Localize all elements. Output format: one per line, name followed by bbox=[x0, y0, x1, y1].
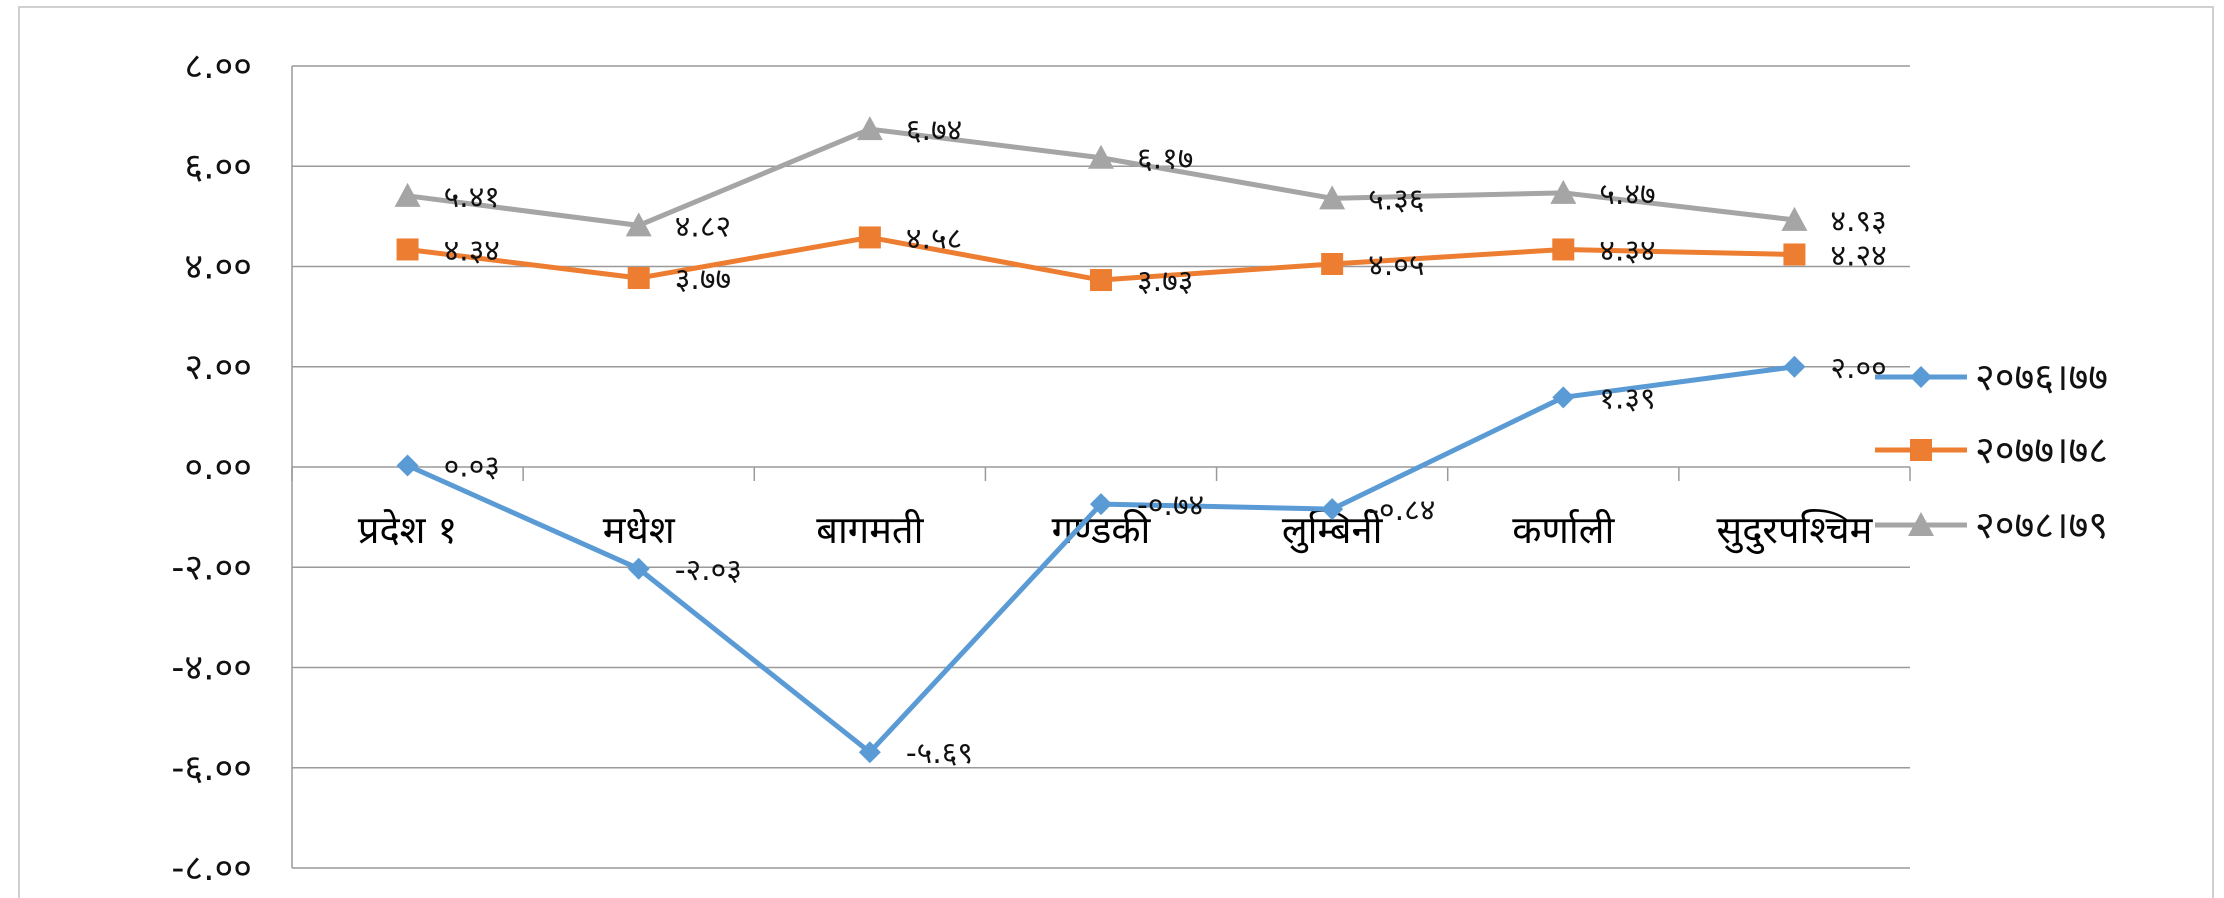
data-label: ४.०५ bbox=[1368, 248, 1424, 283]
data-point bbox=[1319, 185, 1346, 210]
data-label: ४.८२ bbox=[675, 209, 731, 244]
data-point bbox=[1321, 252, 1344, 275]
category-label: बागमती bbox=[816, 508, 924, 552]
data-point bbox=[396, 238, 419, 261]
legend-entry: २०७८।७९ bbox=[1975, 503, 2108, 547]
data-label: ६.७४ bbox=[906, 113, 962, 148]
data-point bbox=[1910, 439, 1932, 461]
data-label: ४.९३ bbox=[1830, 204, 1886, 239]
data-label: ३.७७ bbox=[675, 262, 731, 297]
chart-frame bbox=[18, 6, 2214, 898]
data-label: ३.७३ bbox=[1137, 264, 1193, 299]
data-point bbox=[1090, 493, 1112, 516]
data-point bbox=[1552, 238, 1575, 261]
y-tick-label: २.०० bbox=[184, 347, 252, 388]
data-point bbox=[858, 226, 881, 249]
y-tick-label: ०.०० bbox=[184, 447, 252, 488]
data-point bbox=[1908, 512, 1934, 536]
data-label: -०.८४ bbox=[1368, 493, 1435, 528]
category-label: सुदुरपश्चिम bbox=[1717, 508, 1874, 554]
y-tick-label: -६.०० bbox=[171, 748, 252, 789]
data-label: ४.३४ bbox=[1599, 233, 1655, 268]
category-label: कर्णाली bbox=[1512, 508, 1615, 552]
series-line bbox=[406, 364, 1795, 755]
y-tick-label: ४.०० bbox=[184, 247, 252, 288]
data-label: ६.१७ bbox=[1137, 142, 1193, 177]
y-tick-label: -८.०० bbox=[171, 848, 252, 889]
data-label: -०.७४ bbox=[1137, 488, 1204, 523]
data-point bbox=[1552, 386, 1575, 409]
data-point bbox=[856, 116, 883, 141]
data-label: २.०० bbox=[1830, 351, 1886, 386]
data-label: ५.४७ bbox=[1599, 177, 1655, 212]
data-point bbox=[1783, 355, 1806, 378]
data-point bbox=[1088, 144, 1114, 169]
category-label: प्रदेश १ bbox=[358, 508, 457, 552]
data-label: ४.३४ bbox=[444, 233, 500, 268]
data-point bbox=[1781, 206, 1808, 231]
data-label: १.३९ bbox=[1599, 381, 1655, 416]
data-label: ०.०३ bbox=[444, 449, 500, 484]
data-point bbox=[858, 741, 881, 764]
data-point bbox=[394, 182, 421, 207]
data-label: ४.२४ bbox=[1830, 238, 1886, 273]
data-label: ५.४१ bbox=[444, 180, 500, 215]
series-line bbox=[407, 126, 1795, 228]
data-point bbox=[1910, 366, 1932, 388]
data-label: ४.५८ bbox=[906, 221, 962, 256]
category-label: मधेश bbox=[603, 508, 676, 552]
y-tick-label: -४.०० bbox=[171, 648, 252, 689]
data-point bbox=[1090, 269, 1112, 292]
y-tick-label: ८.०० bbox=[184, 46, 252, 87]
legend-entry: २०७६।७७ bbox=[1975, 355, 2108, 399]
data-point bbox=[1321, 498, 1344, 521]
data-point bbox=[627, 267, 650, 290]
data-point bbox=[1550, 179, 1577, 204]
data-point bbox=[396, 454, 419, 477]
data-label: -२.०३ bbox=[675, 553, 742, 588]
data-point bbox=[625, 212, 652, 237]
legend-entry: २०७७।७८ bbox=[1975, 428, 2108, 472]
data-label: ५.३६ bbox=[1368, 182, 1424, 217]
y-tick-label: -२.०० bbox=[171, 547, 252, 588]
category-label: गण्डकी bbox=[1052, 508, 1152, 552]
data-point bbox=[1783, 243, 1806, 266]
data-point bbox=[627, 557, 650, 580]
data-label: -५.६९ bbox=[906, 736, 973, 771]
y-tick-label: ६.०० bbox=[184, 146, 252, 187]
